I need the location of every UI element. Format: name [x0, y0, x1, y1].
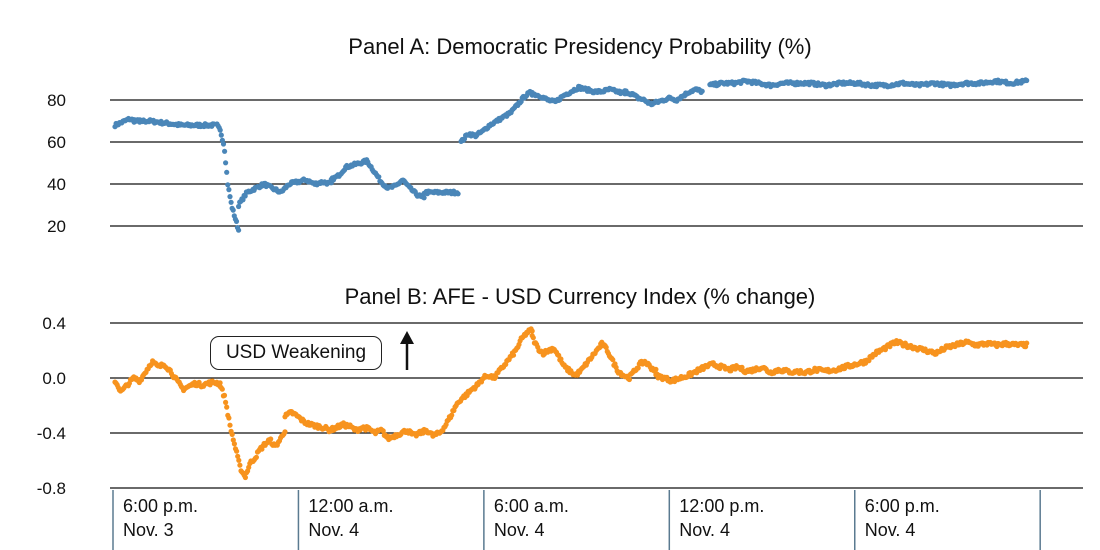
data-point — [530, 335, 536, 341]
data-point — [237, 462, 243, 468]
data-point — [242, 474, 248, 481]
data-point — [222, 148, 228, 154]
x-tick-time-label: 12:00 a.m. — [308, 496, 393, 516]
x-tick-date-label: Nov. 4 — [308, 520, 359, 540]
usd-weakening-annotation: USD Weakening — [210, 336, 382, 370]
x-tick-date-label: Nov. 4 — [679, 520, 730, 540]
data-point — [227, 194, 233, 200]
data-point — [240, 197, 246, 203]
data-point — [230, 437, 236, 443]
x-tick-time-label: 6:00 a.m. — [494, 496, 569, 516]
y-tick-label: 0.0 — [42, 369, 66, 388]
data-point — [653, 366, 659, 372]
data-point — [225, 182, 231, 188]
data-point — [235, 453, 241, 459]
x-tick-time-label: 12:00 p.m. — [679, 496, 764, 516]
data-point — [224, 169, 230, 175]
data-point — [449, 412, 455, 418]
data-point — [635, 365, 641, 371]
data-point — [223, 399, 229, 405]
data-point — [226, 187, 232, 193]
panel-title: Panel B: AFE - USD Currency Index (% cha… — [345, 284, 816, 309]
x-tick-date-label: Nov. 4 — [865, 520, 916, 540]
y-tick-label: 60 — [47, 133, 66, 152]
y-tick-label: 0.4 — [42, 314, 66, 333]
data-point — [236, 457, 242, 463]
data-point — [610, 357, 616, 363]
data-point — [218, 132, 224, 138]
data-point — [1024, 77, 1030, 84]
data-point — [242, 193, 248, 199]
data-point — [1024, 340, 1030, 346]
x-tick-time-label: 6:00 p.m. — [865, 496, 940, 516]
data-point — [217, 127, 223, 133]
data-point — [217, 380, 223, 386]
panel-title: Panel A: Democratic Presidency Probabili… — [348, 34, 811, 59]
data-point — [234, 448, 240, 454]
data-point — [219, 386, 225, 392]
data-point — [455, 191, 461, 197]
data-point — [268, 436, 274, 442]
data-point — [231, 441, 237, 447]
data-point — [226, 415, 232, 421]
data-point — [380, 428, 386, 434]
y-tick-label: -0.4 — [37, 424, 66, 443]
data-point — [228, 199, 234, 205]
data-point — [626, 376, 633, 383]
data-point — [230, 207, 236, 213]
data-point — [224, 404, 230, 410]
x-tick-time-label: 6:00 p.m. — [123, 496, 198, 516]
data-point — [603, 344, 609, 350]
x-tick-date-label: Nov. 3 — [123, 520, 174, 540]
data-point — [282, 429, 288, 435]
y-tick-label: 20 — [47, 217, 66, 236]
data-point — [236, 203, 242, 210]
data-point — [246, 464, 252, 470]
data-point — [236, 227, 242, 233]
x-tick-date-label: Nov. 4 — [494, 520, 545, 540]
up-arrow-head-icon — [400, 331, 414, 344]
y-tick-label: 80 — [47, 91, 66, 110]
data-point — [529, 328, 535, 334]
data-point — [220, 141, 227, 147]
data-point — [221, 392, 228, 398]
data-point — [233, 218, 240, 224]
data-point — [510, 352, 517, 358]
data-point — [223, 160, 229, 166]
data-point — [253, 454, 259, 460]
data-point — [699, 88, 705, 94]
y-tick-label: 40 — [47, 175, 66, 194]
data-point — [227, 422, 233, 428]
data-point — [866, 358, 872, 364]
data-point — [229, 431, 235, 437]
data-point — [421, 195, 427, 201]
y-tick-label: -0.8 — [37, 479, 66, 498]
data-point — [376, 174, 382, 180]
